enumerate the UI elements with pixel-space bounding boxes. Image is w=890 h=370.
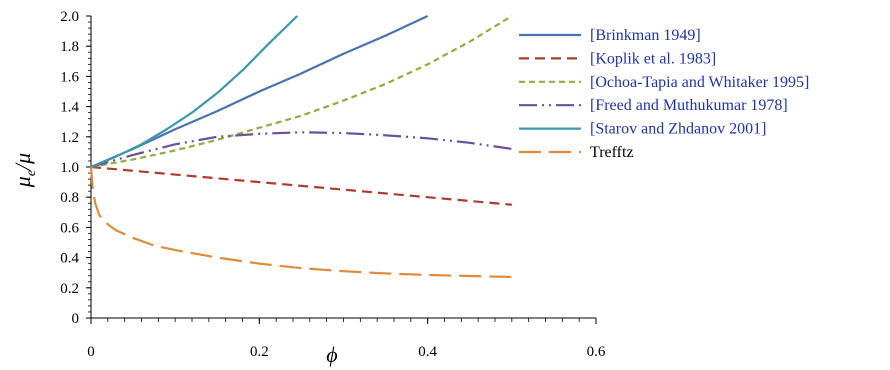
series-line [90, 165, 512, 206]
x-axis-title: ϕ [326, 342, 337, 367]
x-tick-label: 0 [87, 344, 95, 360]
x-tick-label: 0.4 [418, 344, 437, 360]
legend-item: [Starov and Zhdanov 2001] [519, 121, 766, 138]
y-tick-label: 0.4 [60, 251, 79, 267]
legend: [Brinkman 1949] [Koplik et al. 1983] [Ocho… [519, 27, 809, 161]
series-2 [90, 15, 513, 169]
y-tick-label: 0.8 [60, 190, 79, 206]
x-tick-label: 0.6 [587, 344, 606, 360]
legend-item: [Koplik et al. 1983] [519, 50, 716, 67]
series-line [90, 15, 429, 169]
legend-item: [Freed and Muthukumar 1978] [519, 97, 788, 114]
series-line [89, 166, 512, 279]
y-axis-title-sub: e [24, 170, 39, 176]
y-tick-label: 1.4 [60, 100, 79, 116]
legend-item: [Ochoa-Tapia and Whitaker 1995] [519, 74, 809, 91]
x-tick-label: 0.2 [250, 344, 269, 360]
legend-label: [Brinkman 1949] [590, 27, 701, 44]
axes: 0 0.2 0.4 0.6 0.8 1.0 1.2 1.4 1.6 1.8 2.0 0 0.2 0.4 0.… [60, 9, 606, 360]
series-4 [90, 15, 298, 169]
legend-label: [Freed and Muthukumar 1978] [590, 97, 788, 114]
legend-item: Trefftz [519, 144, 634, 161]
series-line [90, 15, 298, 169]
series-5 [89, 166, 512, 279]
y-axis-title: μe/μ [10, 153, 39, 188]
legend-item: [Brinkman 1949] [519, 27, 701, 44]
y-tick-label: 1.8 [60, 39, 79, 55]
y-tick-label: 0.6 [60, 220, 79, 236]
y-tick-label: 1.0 [60, 160, 79, 176]
legend-label: [Ochoa-Tapia and Whitaker 1995] [590, 74, 809, 91]
series-line [90, 15, 513, 169]
y-tick-label: 1.2 [60, 130, 79, 146]
y-axis-title-rest: /μ [10, 153, 35, 172]
y-tick-label: 0 [72, 311, 80, 327]
legend-label: Trefftz [590, 144, 634, 161]
y-tick-label: 0.2 [60, 281, 79, 297]
y-tick-label: 2.0 [60, 9, 79, 25]
legend-label: [Koplik et al. 1983] [590, 50, 716, 67]
series-1 [90, 165, 512, 206]
y-tick-label: 1.6 [60, 69, 79, 85]
series-layer [89, 15, 513, 279]
series-0 [90, 15, 429, 169]
legend-label: [Starov and Zhdanov 2001] [590, 121, 766, 138]
y-axis-title-main: μ [10, 176, 35, 188]
